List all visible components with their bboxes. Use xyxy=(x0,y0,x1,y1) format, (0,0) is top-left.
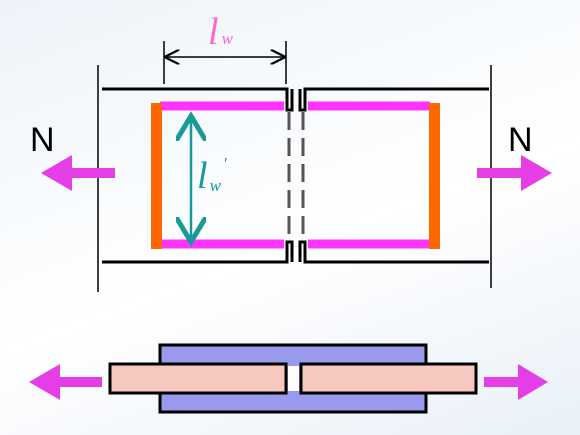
label-force-left: N xyxy=(30,121,55,159)
label-lw-prime: l w' xyxy=(197,154,227,197)
cover-plate-top-edge xyxy=(102,87,489,112)
label-force-right: N xyxy=(508,121,533,159)
main-plate-left-side xyxy=(108,362,288,395)
cover-plate-bottom-edge xyxy=(102,240,489,264)
plate-gap xyxy=(288,366,299,391)
end-weld-left xyxy=(151,103,162,249)
force-arrow-right-head xyxy=(521,155,552,191)
end-weld-right xyxy=(429,103,440,249)
side-force-arrow-left-head xyxy=(29,364,60,400)
main-plate-right-side xyxy=(299,362,478,395)
side-force-arrow-right-head xyxy=(518,364,548,400)
force-arrow-left-head xyxy=(41,155,72,191)
